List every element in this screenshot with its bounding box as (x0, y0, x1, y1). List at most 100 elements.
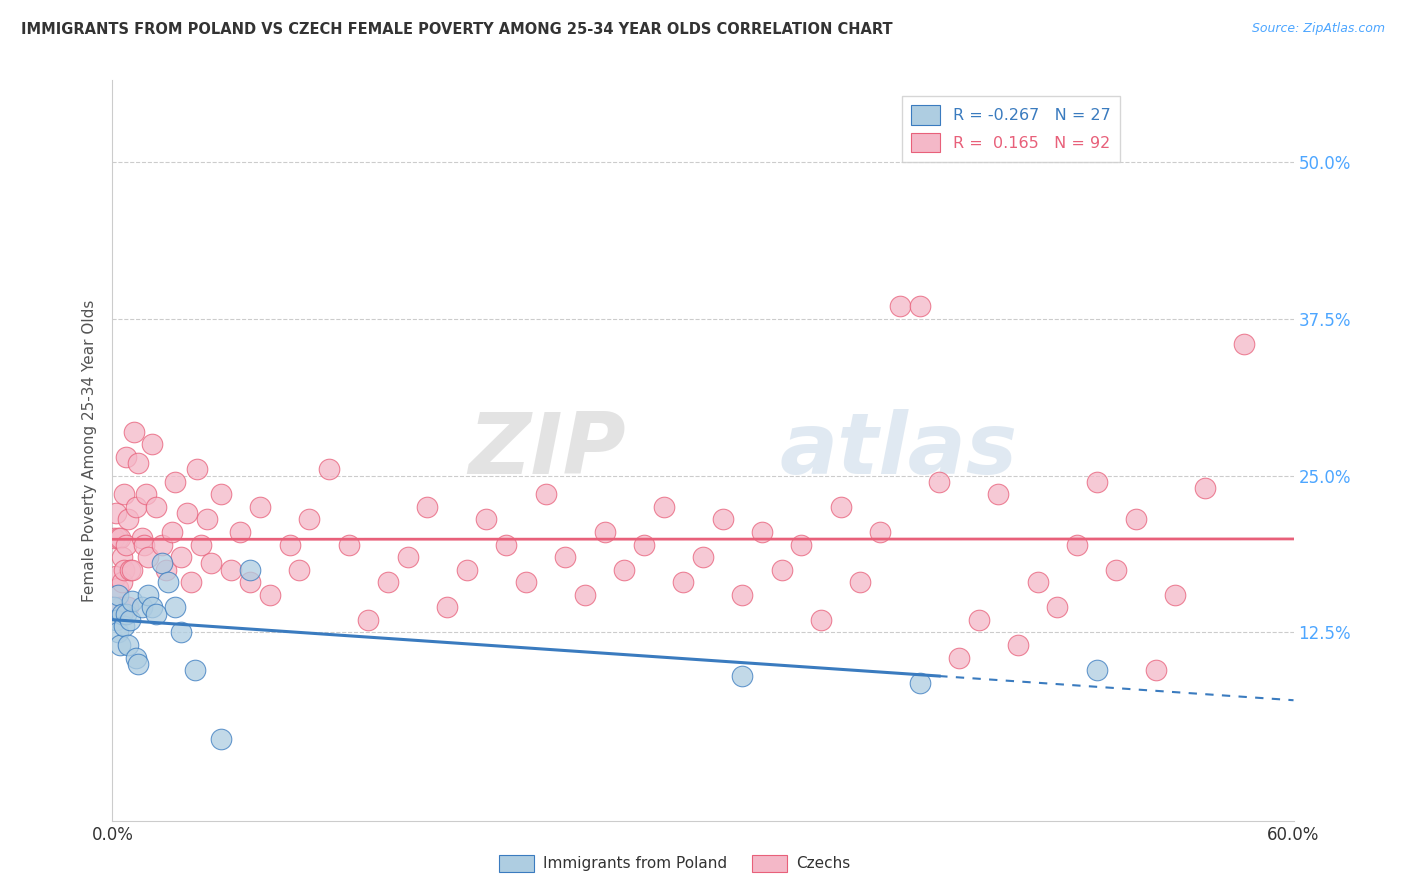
Text: atlas: atlas (780, 409, 1018, 492)
Point (112, 487, 135, 501)
Point (574, 588, 596, 602)
Point (948, 650, 970, 665)
Point (111, 550, 134, 565)
Point (145, 500, 167, 514)
Point (105, 613, 128, 627)
Point (127, 657, 149, 671)
Point (534, 487, 557, 501)
Text: Czechs: Czechs (796, 856, 851, 871)
Point (456, 563, 478, 577)
Point (357, 613, 380, 627)
Point (145, 607, 167, 621)
Point (239, 563, 262, 577)
Point (318, 462, 340, 476)
Point (160, 524, 183, 539)
Point (110, 600, 132, 615)
Point (107, 582, 129, 596)
Point (830, 500, 852, 514)
Point (107, 588, 129, 602)
Point (111, 575, 134, 590)
Point (672, 575, 695, 590)
Point (613, 563, 636, 577)
Y-axis label: Female Poverty Among 25-34 Year Olds: Female Poverty Among 25-34 Year Olds (82, 300, 97, 601)
Point (131, 600, 153, 615)
Point (136, 588, 159, 602)
Point (337, 538, 360, 552)
Point (111, 607, 134, 621)
Point (1026, 575, 1049, 590)
Point (593, 524, 616, 539)
Point (107, 531, 129, 545)
Point (131, 531, 153, 545)
Point (141, 600, 163, 615)
Point (165, 475, 187, 489)
Point (790, 538, 813, 552)
Point (515, 575, 537, 590)
Point (810, 613, 832, 627)
Point (288, 563, 311, 577)
Point (121, 594, 143, 608)
Point (278, 538, 301, 552)
Point (209, 487, 232, 501)
Point (711, 512, 734, 526)
Point (195, 512, 218, 526)
Text: ZIP: ZIP (468, 409, 626, 492)
Point (170, 550, 193, 565)
Point (200, 557, 222, 571)
Point (180, 575, 202, 590)
Point (150, 557, 173, 571)
Point (1007, 638, 1029, 652)
Point (120, 563, 142, 577)
Point (436, 600, 458, 615)
Point (495, 538, 517, 552)
Point (105, 506, 128, 520)
Point (554, 550, 576, 565)
Point (115, 538, 138, 552)
Point (103, 531, 125, 545)
Point (132, 538, 155, 552)
Point (112, 563, 135, 577)
Point (120, 613, 142, 627)
Point (115, 607, 138, 621)
Point (396, 550, 419, 565)
Point (1046, 600, 1069, 615)
Point (731, 669, 754, 683)
Point (967, 613, 990, 627)
Point (117, 600, 139, 615)
Point (136, 550, 159, 565)
Point (155, 563, 177, 577)
Point (110, 638, 132, 652)
Point (928, 475, 950, 489)
Point (633, 538, 655, 552)
Point (103, 600, 125, 615)
Point (298, 512, 321, 526)
Point (135, 487, 157, 501)
Point (115, 450, 138, 464)
Text: IMMIGRANTS FROM POLAND VS CZECH FEMALE POVERTY AMONG 25-34 YEAR OLDS CORRELATION: IMMIGRANTS FROM POLAND VS CZECH FEMALE P… (21, 22, 893, 37)
Point (170, 625, 193, 640)
Point (475, 512, 498, 526)
Point (117, 638, 139, 652)
Point (908, 299, 931, 313)
Point (849, 575, 872, 590)
Point (112, 619, 135, 633)
Point (1085, 475, 1108, 489)
Point (209, 732, 232, 747)
Point (127, 456, 149, 470)
Point (110, 531, 132, 545)
Point (122, 425, 145, 439)
Point (770, 563, 793, 577)
Point (165, 600, 187, 615)
Text: Immigrants from Poland: Immigrants from Poland (543, 856, 727, 871)
Point (1066, 538, 1088, 552)
Point (1144, 663, 1167, 677)
Point (908, 675, 931, 690)
Point (121, 563, 143, 577)
Point (1164, 588, 1187, 602)
Point (652, 500, 675, 514)
Point (731, 588, 754, 602)
Point (1105, 563, 1128, 577)
Point (150, 538, 173, 552)
Point (1125, 512, 1147, 526)
Text: Source: ZipAtlas.com: Source: ZipAtlas.com (1251, 22, 1385, 36)
